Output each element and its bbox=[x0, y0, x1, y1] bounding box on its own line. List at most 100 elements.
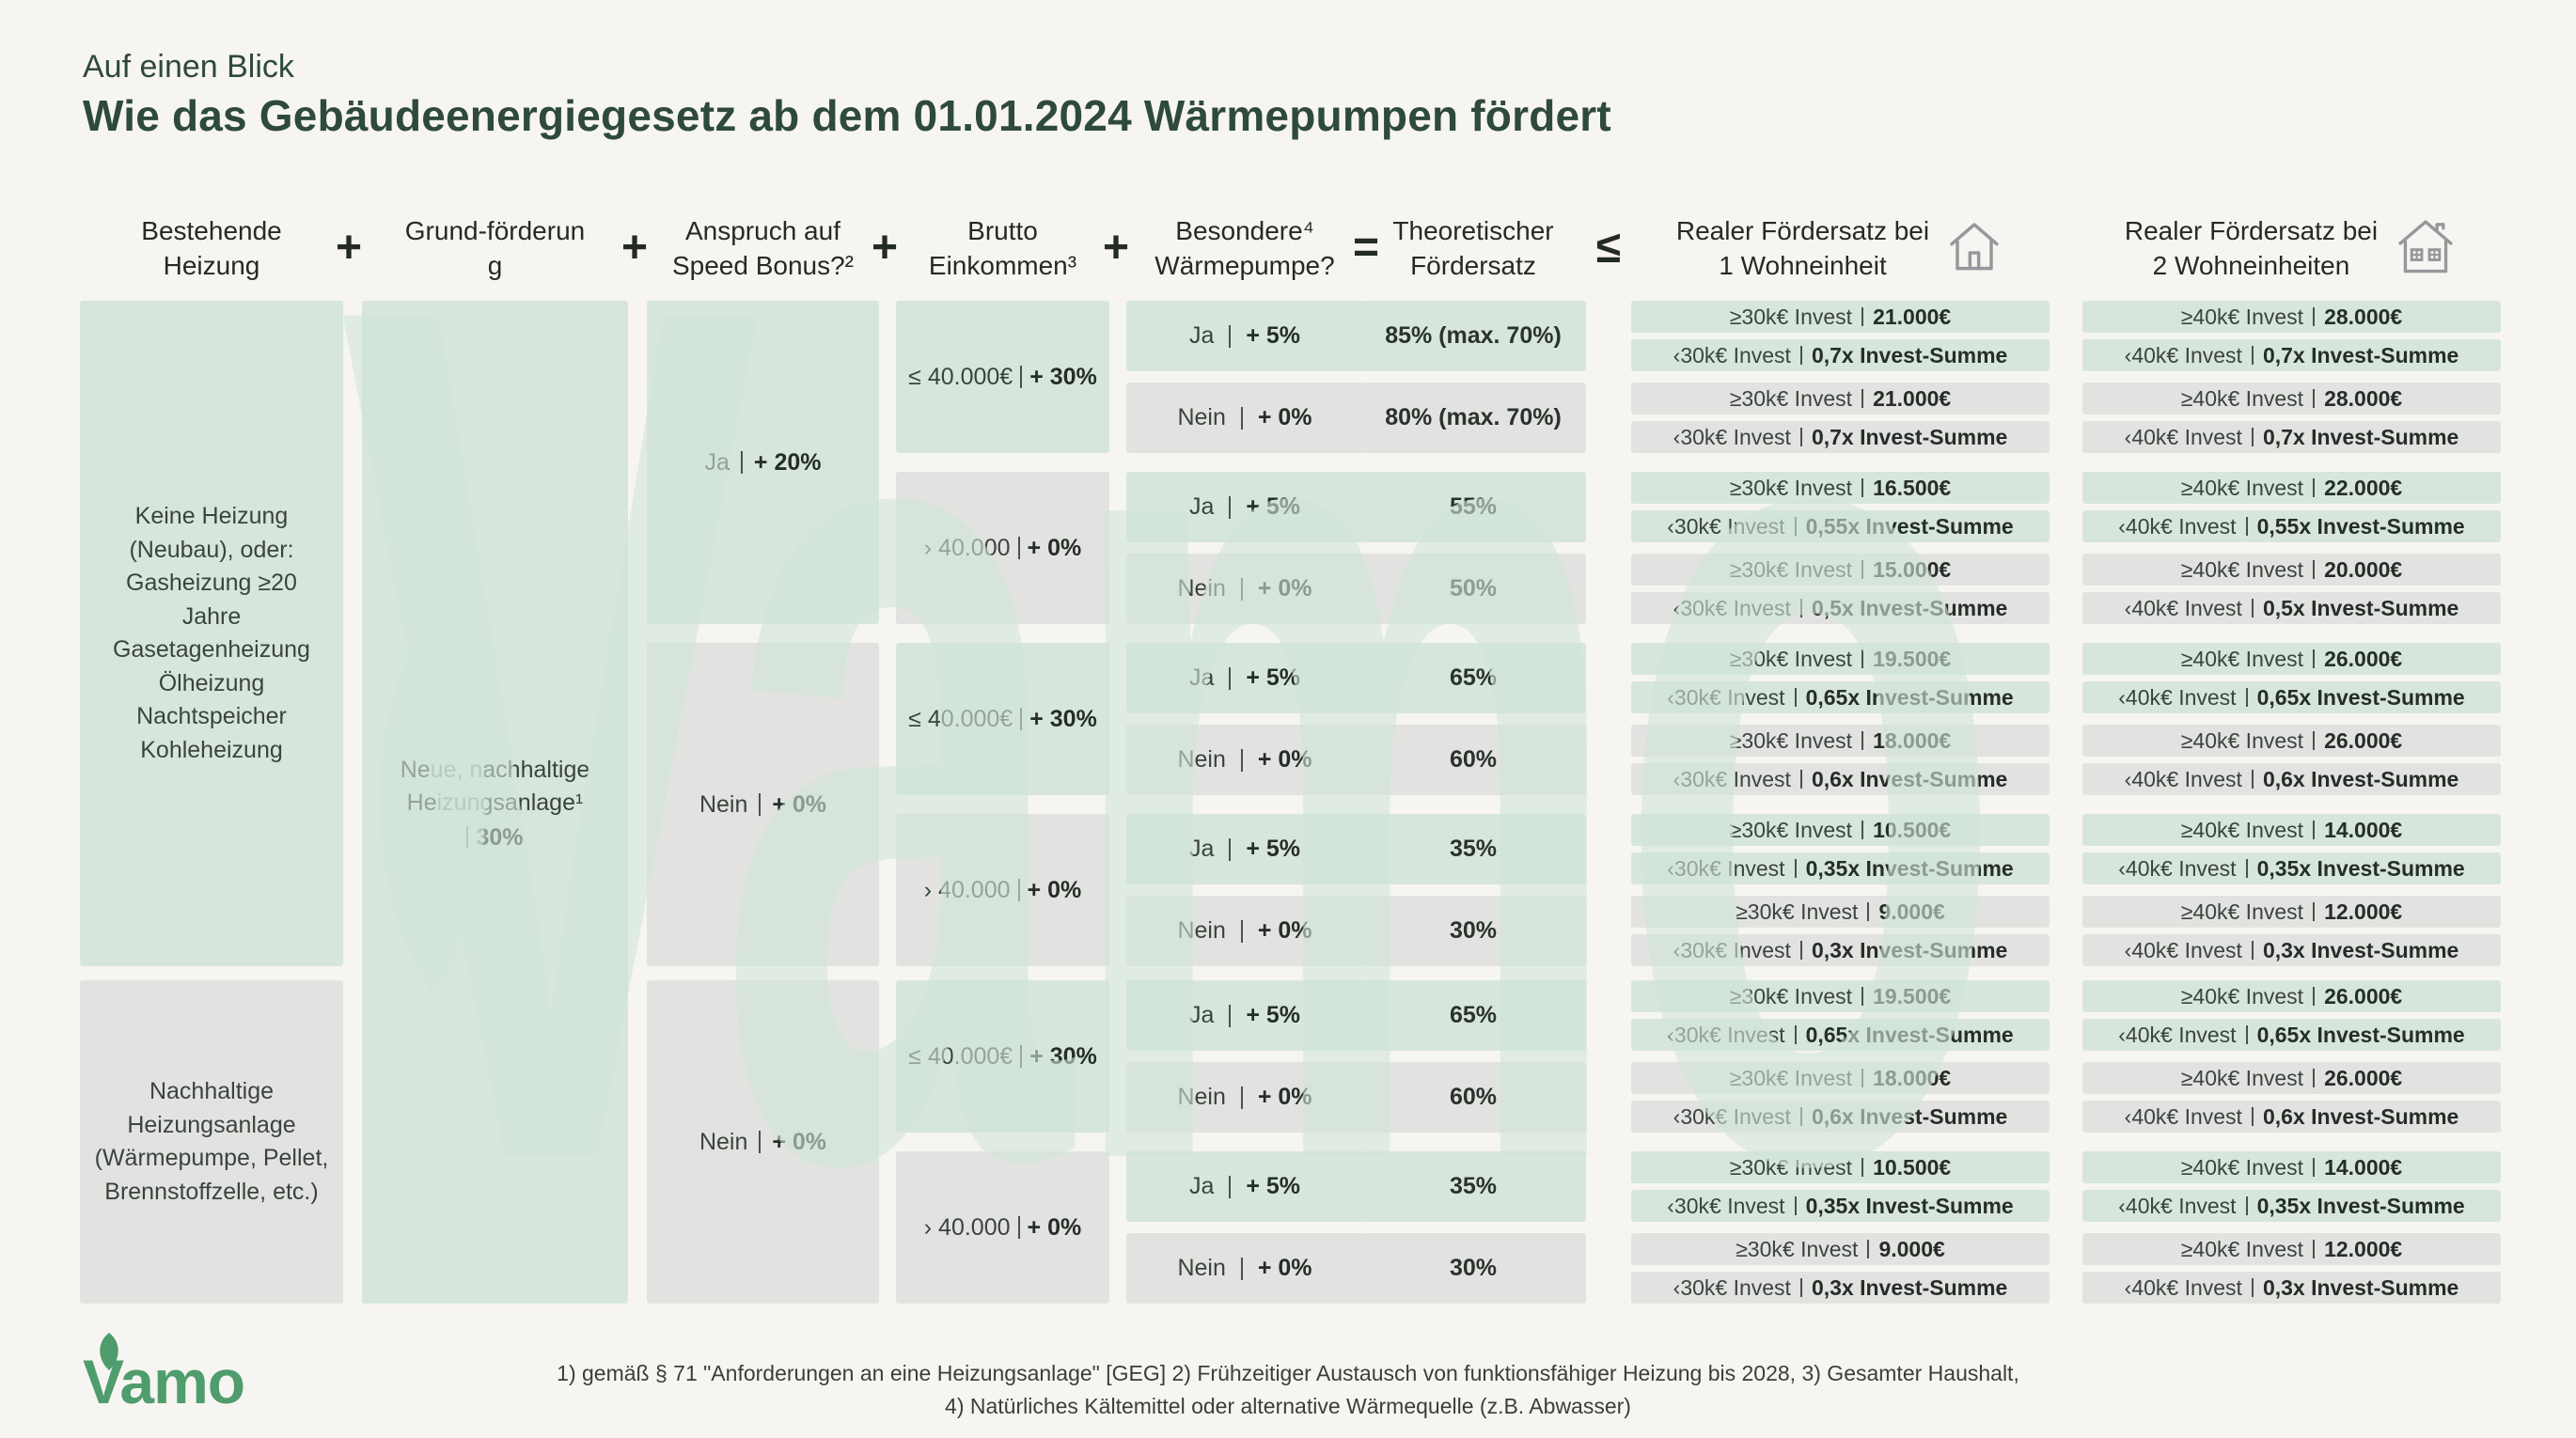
divider bbox=[1861, 649, 1864, 668]
invest-label: ‹30k€ Invest bbox=[1673, 1103, 1791, 1129]
header-line: Besondere⁴ bbox=[1175, 216, 1314, 246]
besondere-value: + 5% bbox=[1246, 1173, 1301, 1199]
divider bbox=[2313, 1158, 2316, 1177]
house-duplex-icon bbox=[2393, 214, 2458, 285]
divider bbox=[1229, 495, 1232, 519]
divider bbox=[2251, 428, 2254, 446]
bestehende-heizung-cell-1: Keine Heizung (Neubau), oder: Gasheizung… bbox=[80, 301, 343, 966]
divider bbox=[1799, 770, 1802, 789]
divider bbox=[1861, 731, 1864, 750]
einkommen-cell: › 40.000 + 0% bbox=[896, 472, 1109, 624]
invest-value: 0,6x Invest-Summe bbox=[1811, 766, 2008, 791]
invest-label: ‹40k€ Invest bbox=[2124, 424, 2242, 449]
invest-value: 0,65x Invest-Summe bbox=[1805, 684, 2014, 710]
theoretischer-cell: 35% bbox=[1360, 814, 1586, 884]
divider bbox=[2313, 1240, 2316, 1258]
besondere-value: + 5% bbox=[1246, 322, 1301, 349]
invest-label: ‹30k€ Invest bbox=[1673, 766, 1791, 791]
header-line: Anspruch auf bbox=[684, 216, 840, 246]
invest-value: 0,55x Invest-Summe bbox=[2256, 513, 2465, 539]
table-row: Nein + 0% 30% ≥30k€ Invest 9.000€ ‹30k€ In… bbox=[1126, 1233, 2501, 1304]
real-1we-cell: ≥30k€ Invest 21.000€ ‹30k€ Invest 0,7x Inv… bbox=[1631, 383, 2050, 453]
col-header-brutto-einkommen: Brutto Einkommen³ bbox=[896, 199, 1109, 299]
header-line: Realer Fördersatz bei bbox=[2124, 216, 2379, 246]
divider bbox=[2251, 941, 2254, 960]
einkommen-label: ≤ 40.000€ bbox=[908, 705, 1013, 732]
divider bbox=[2251, 1278, 2254, 1297]
divider bbox=[740, 451, 743, 474]
house-icon bbox=[1944, 216, 2004, 283]
divider bbox=[1799, 941, 1802, 960]
theoretischer-value: 60% bbox=[1449, 746, 1498, 773]
theoretischer-cell: 60% bbox=[1360, 1062, 1586, 1133]
einkommen-cell: › 40.000 + 0% bbox=[896, 1151, 1109, 1304]
table-row: Nein + 0% 60% ≥30k€ Invest 18.000€ ‹30k€ I… bbox=[1126, 725, 2501, 795]
invest-label: ≥40k€ Invest bbox=[2180, 1236, 2304, 1261]
divider bbox=[1861, 560, 1864, 579]
real-2we-cell: ≥40k€ Invest 26.000€ ‹40k€ Invest 0,6x Inv… bbox=[2082, 1062, 2501, 1133]
invest-label: ≥40k€ Invest bbox=[2180, 983, 2304, 1008]
divider bbox=[2245, 688, 2248, 707]
besondere-cell: Nein + 0% bbox=[1126, 725, 1363, 795]
invest-line: ≥30k€ Invest 15.000€ bbox=[1631, 554, 2050, 586]
einkommen-label: › 40.000 bbox=[923, 534, 1011, 561]
header-line: Grund-förderun bbox=[404, 216, 586, 246]
invest-line: ‹30k€ Invest 0,7x Invest-Summe bbox=[1631, 421, 2050, 453]
header-line: Realer Fördersatz bei bbox=[1675, 216, 1930, 246]
col-header-theoretischer-foerdersatz: Theoretischer Fördersatz bbox=[1360, 199, 1586, 299]
divider bbox=[1861, 1069, 1864, 1087]
col-header-bestehende-heizung: Bestehende Heizung bbox=[80, 199, 343, 299]
divider bbox=[1794, 517, 1797, 536]
divider bbox=[2313, 731, 2316, 750]
invest-line: ‹40k€ Invest 0,65x Invest-Summe bbox=[2082, 1019, 2501, 1051]
real-1we-cell: ≥30k€ Invest 21.000€ ‹30k€ Invest 0,7x Inv… bbox=[1631, 301, 2050, 371]
theoretischer-value: 80% (max. 70%) bbox=[1385, 404, 1562, 430]
besondere-label: Nein bbox=[1177, 404, 1226, 430]
invest-line: ‹30k€ Invest 0,35x Invest-Summe bbox=[1631, 1190, 2050, 1222]
divider bbox=[1240, 1086, 1243, 1109]
besondere-cell: Ja + 5% bbox=[1126, 472, 1363, 542]
invest-label: ‹30k€ Invest bbox=[1667, 855, 1785, 881]
invest-label: ‹40k€ Invest bbox=[2118, 1022, 2237, 1047]
header-line: Brutto bbox=[967, 216, 1038, 246]
divider bbox=[1794, 1196, 1797, 1215]
divider bbox=[1017, 537, 1020, 559]
divider bbox=[2313, 649, 2316, 668]
plus-operator: + bbox=[620, 223, 649, 273]
lessequal-operator: ≤ bbox=[1595, 223, 1622, 273]
eyebrow: Auf einen Blick bbox=[83, 49, 294, 85]
divider bbox=[759, 1131, 762, 1153]
speed-bonus-nein-cell: Nein + 0% bbox=[647, 643, 879, 966]
invest-line: ‹40k€ Invest 0,55x Invest-Summe bbox=[2082, 510, 2501, 542]
divider bbox=[1229, 324, 1232, 348]
invest-line: ‹30k€ Invest 0,55x Invest-Summe bbox=[1631, 510, 2050, 542]
theoretischer-value: 50% bbox=[1449, 575, 1498, 602]
table-row: Ja + 5% 85% (max. 70%) ≥30k€ Invest 21.000… bbox=[1126, 301, 2501, 371]
invest-label: ≥30k€ Invest bbox=[1729, 304, 1853, 329]
invest-label: ≥40k€ Invest bbox=[2180, 475, 2304, 500]
real-2we-cell: ≥40k€ Invest 12.000€ ‹40k€ Invest 0,3x Inv… bbox=[2082, 896, 2501, 966]
divider bbox=[1799, 599, 1802, 617]
invest-line: ‹30k€ Invest 0,3x Invest-Summe bbox=[1631, 934, 2050, 966]
footnote-line-1: 1) gemäß § 71 "Anforderungen an eine Hei… bbox=[557, 1361, 2019, 1385]
invest-line: ‹40k€ Invest 0,6x Invest-Summe bbox=[2082, 763, 2501, 795]
divider bbox=[1867, 1240, 1870, 1258]
invest-value: 21.000€ bbox=[1873, 304, 1952, 329]
invest-value: 0,6x Invest-Summe bbox=[2262, 1103, 2459, 1129]
bestehende-heizung-text: Keine Heizung (Neubau), oder: Gasheizung… bbox=[113, 503, 310, 763]
besondere-value: + 5% bbox=[1246, 1002, 1301, 1028]
invest-line: ‹40k€ Invest 0,3x Invest-Summe bbox=[2082, 934, 2501, 966]
invest-value: 0,3x Invest-Summe bbox=[2262, 1274, 2459, 1300]
theoretischer-cell: 65% bbox=[1360, 980, 1586, 1051]
invest-line: ≥30k€ Invest 19.500€ bbox=[1631, 980, 2050, 1012]
table-row: Ja + 5% 35% ≥30k€ Invest 10.500€ ‹30k€ Inv… bbox=[1126, 1151, 2501, 1222]
einkommen-label: ≤ 40.000€ bbox=[908, 363, 1013, 390]
table-row: Ja + 5% 65% ≥30k€ Invest 19.500€ ‹30k€ Inv… bbox=[1126, 980, 2501, 1051]
invest-value: 19.500€ bbox=[1873, 983, 1952, 1008]
einkommen-value: + 0% bbox=[1027, 876, 1082, 903]
besondere-label: Ja bbox=[1188, 836, 1215, 862]
divider bbox=[2313, 821, 2316, 839]
invest-value: 16.500€ bbox=[1873, 475, 1952, 500]
divider bbox=[2251, 599, 2254, 617]
